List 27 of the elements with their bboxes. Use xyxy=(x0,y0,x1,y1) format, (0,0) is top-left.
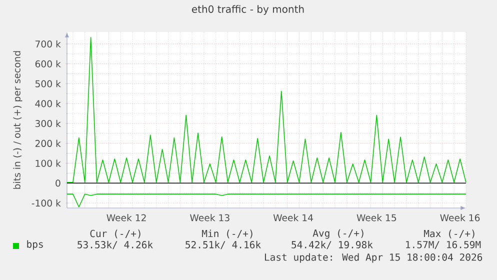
text: 53.53k/ 4.26k xyxy=(78,240,153,250)
x-tick-label: Week 16 xyxy=(440,214,480,222)
text: Min (-/+) xyxy=(202,230,252,238)
y-tick-label: 700 k xyxy=(36,40,61,48)
text: Avg (-/+) xyxy=(312,229,364,239)
y-tick-label: 0 xyxy=(56,180,60,187)
text: Max (-/+) xyxy=(424,230,474,238)
y-tick-label: 100 k xyxy=(36,160,61,167)
text: 54.42k/ 19.98k xyxy=(292,240,373,250)
x-tick-label: Week 12 xyxy=(106,214,146,222)
text: 52.51k/ 4.16k xyxy=(186,240,261,250)
y-tick-label: 400 k xyxy=(35,100,61,108)
x-tick-label: Week 14 xyxy=(273,214,313,222)
y-axis-title: bits in (-) / out (+) per second xyxy=(13,51,22,189)
y-tick-label: 200 k xyxy=(35,140,61,147)
y-tick-label: 300 k xyxy=(35,120,61,128)
y-tick-label: 600 k xyxy=(35,60,61,68)
text: Last update: Wed Apr 15 18:00:04 2026 xyxy=(264,253,482,263)
y-tick-label: 500 k xyxy=(35,80,61,88)
legend-label: bps xyxy=(27,240,43,250)
x-tick-label: Week 15 xyxy=(356,214,396,222)
y-tick-label: -100 k xyxy=(32,199,61,207)
chart-title: eth0 traffic - by month xyxy=(192,5,304,15)
line-series xyxy=(66,36,466,183)
text: 1.57M/ 16.59M xyxy=(406,240,481,250)
text: Cur (-/+) xyxy=(90,230,140,238)
x-tick-label: Week 13 xyxy=(190,214,230,222)
